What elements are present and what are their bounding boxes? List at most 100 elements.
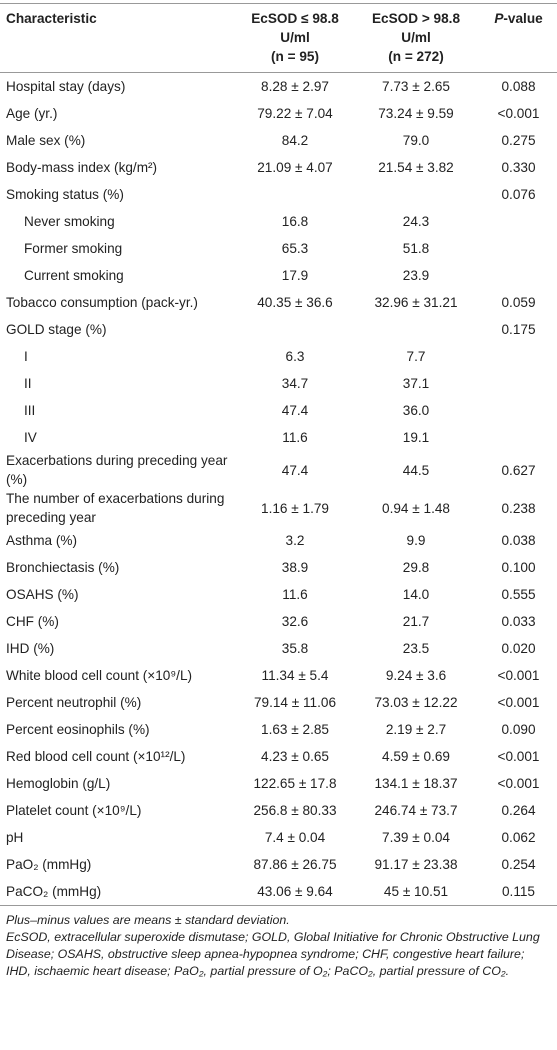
header-line: (n = 272) (388, 49, 444, 64)
table-cell: 51.8 (402, 241, 430, 256)
table-cell (480, 424, 557, 451)
table-cell: 0.062 (501, 830, 536, 845)
table-cell: 1.16 ± 1.79 (261, 500, 329, 516)
table-cell: GOLD stage (%) (6, 322, 107, 337)
table-cell: 0.100 (501, 560, 536, 575)
table-cell (238, 181, 352, 208)
table-cell (238, 316, 352, 343)
table-cell: pH (6, 830, 24, 845)
table-cell: 40.35 ± 36.6 (257, 295, 333, 310)
table-cell: 32.96 ± 31.21 (374, 295, 458, 310)
table-cell: 14.0 (402, 587, 430, 602)
table-cell: 45 ± 10.51 (383, 884, 449, 899)
footnote: EcSOD, extracellular superoxide dismutas… (6, 930, 540, 978)
table-cell: Percent eosinophils (%) (6, 722, 150, 737)
table-cell: OSAHS (%) (6, 587, 79, 602)
table-row: Hemoglobin (g/L) 122.65 ± 17.8 134.1 ± 18.… (0, 770, 557, 797)
table-cell: Platelet count (×10⁹/L) (6, 803, 142, 818)
table-cell: 6.3 (285, 349, 305, 364)
table-cell: 87.86 ± 26.75 (253, 857, 337, 872)
table-cell: 21.7 (402, 614, 430, 629)
table-cell: <0.001 (497, 695, 540, 710)
table-cell: II (24, 376, 32, 391)
header-line: U/ml (280, 30, 310, 45)
table-row: OSAHS (%) 11.6 14.0 0.555 (0, 581, 557, 608)
table-cell: 44.5 (402, 462, 430, 478)
table-row: Percent neutrophil (%) 79.14 ± 11.06 73.03… (0, 689, 557, 716)
table-cell: CHF (%) (6, 614, 59, 629)
table-cell: 65.3 (281, 241, 309, 256)
document: Characteristic EcSOD ≤ 98.8 U/ml (n = 95… (0, 3, 557, 980)
table-cell (480, 343, 557, 370)
table-cell (352, 316, 480, 343)
table-row: IHD (%) 35.8 23.5 0.020 (0, 635, 557, 662)
table-cell: 23.9 (402, 268, 430, 283)
header-cell: EcSOD > 98.8 U/ml (n = 272) (352, 3, 480, 73)
table-cell: 37.1 (402, 376, 430, 391)
table-cell: 3.2 (285, 533, 305, 548)
table-cell: 0.020 (501, 641, 536, 656)
table-cell: IHD (%) (6, 641, 55, 656)
table-cell: 79.14 ± 11.06 (253, 695, 337, 710)
table-cell: I (24, 349, 28, 364)
table-cell: 9.9 (406, 533, 426, 548)
table-row: CHF (%) 32.6 21.7 0.033 (0, 608, 557, 635)
table-cell: 19.1 (402, 430, 430, 445)
table-cell (480, 397, 557, 424)
table-cell: 7.39 ± 0.04 (382, 830, 450, 845)
table-row: PaO₂ (mmHg) 87.86 ± 26.75 91.17 ± 23.38 0.2… (0, 851, 557, 878)
table-cell (480, 208, 557, 235)
table-cell: 7.7 (406, 349, 426, 364)
table-cell: 11.6 (282, 587, 308, 602)
table-cell: Bronchiectasis (%) (6, 560, 120, 575)
table-cell: Hospital stay (days) (6, 79, 126, 94)
table-row: Current smoking 17.9 23.9 (0, 262, 557, 289)
table-cell: 2.19 ± 2.7 (385, 722, 447, 737)
table-cell: 0.059 (501, 295, 536, 310)
table-row: Smoking status (%) 0.076 (0, 181, 557, 208)
table-cell: 73.03 ± 12.22 (374, 695, 458, 710)
table-row: Exacerbations during preceding year (%) 4… (0, 451, 557, 489)
table-cell: 0.94 ± 1.48 (382, 500, 450, 516)
table-cell: 7.4 ± 0.04 (264, 830, 326, 845)
table-cell: 246.74 ± 73.7 (374, 803, 458, 818)
table-cell: 84.2 (281, 133, 309, 148)
table-row: PaCO₂ (mmHg) 43.06 ± 9.64 45 ± 10.51 0.115 (0, 878, 557, 906)
table-cell: 0.038 (501, 533, 536, 548)
table-cell: 24.3 (402, 214, 430, 229)
table-cell: 23.5 (402, 641, 430, 656)
header-line: EcSOD > 98.8 (371, 11, 461, 26)
table-row: Percent eosinophils (%) 1.63 ± 2.85 2.19 ±… (0, 716, 557, 743)
table-cell: 47.4 (281, 462, 309, 478)
table-cell: 38.9 (281, 560, 309, 575)
table-cell: 0.330 (501, 160, 536, 175)
table-cell (480, 235, 557, 262)
table-cell: 36.0 (402, 403, 430, 418)
table-cell: Smoking status (%) (6, 187, 124, 202)
header-cell: P-value (480, 3, 557, 73)
table-cell (480, 262, 557, 289)
table-cell: 79.0 (402, 133, 430, 148)
table-cell: <0.001 (497, 668, 540, 683)
table-cell: 16.8 (281, 214, 309, 229)
table-cell: 0.555 (501, 587, 536, 602)
table-row: Never smoking 16.8 24.3 (0, 208, 557, 235)
table-row: Hospital stay (days) 8.28 ± 2.97 7.73 ± 2.… (0, 73, 557, 101)
table-cell: 122.65 ± 17.8 (253, 776, 337, 791)
table-cell: 17.9 (281, 268, 309, 283)
table-row: Male sex (%) 84.2 79.0 0.275 (0, 127, 557, 154)
table-cell: <0.001 (497, 106, 540, 121)
table-cell: 0.088 (501, 79, 536, 94)
table-row: I 6.3 7.7 (0, 343, 557, 370)
header-line: U/ml (401, 30, 431, 45)
table-cell: 21.09 ± 4.07 (257, 160, 333, 175)
table-cell: Tobacco consumption (pack-yr.) (6, 295, 198, 310)
table-cell: 7.73 ± 2.65 (382, 79, 450, 94)
table-cell: The number of exacerbations during prece… (6, 491, 225, 525)
header-row: Characteristic EcSOD ≤ 98.8 U/ml (n = 95… (0, 3, 557, 73)
table-cell: 0.627 (501, 462, 536, 478)
table-row: Former smoking 65.3 51.8 (0, 235, 557, 262)
table-cell: 0.238 (501, 500, 536, 516)
table-cell: PaO₂ (mmHg) (6, 857, 92, 872)
table-body: Hospital stay (days) 8.28 ± 2.97 7.73 ± 2.… (0, 73, 557, 906)
